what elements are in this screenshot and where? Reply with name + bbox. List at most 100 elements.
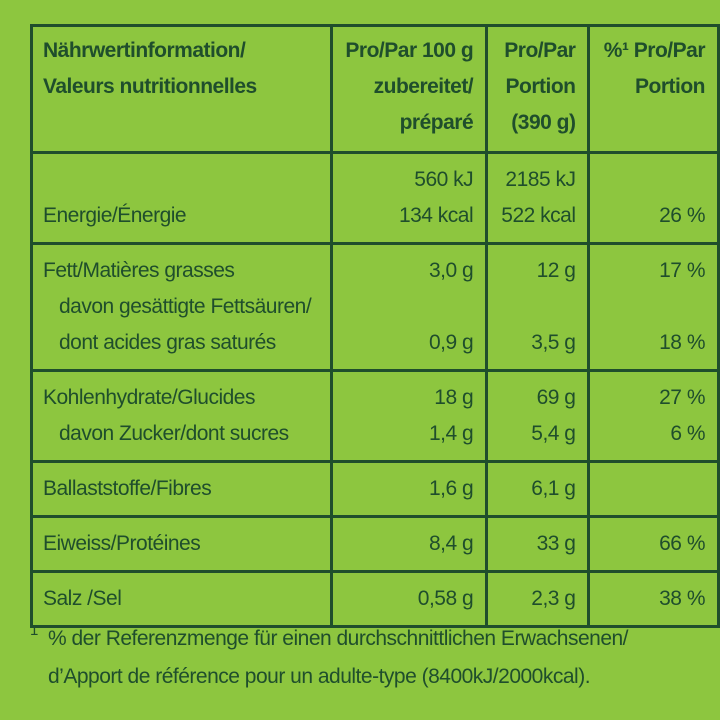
cell-line: Nährwertinformation/ xyxy=(43,39,246,62)
cell-line: zubereitet/ xyxy=(373,75,474,98)
table-row: Eiweiss/Protéines 8,4 g 33 g 66 % xyxy=(29,516,719,572)
value-cell: 6 % xyxy=(587,416,719,462)
footnote-line: d’Apport de référence pour un adulte-typ… xyxy=(48,665,591,688)
cell-line: 134 kcal xyxy=(398,204,474,227)
cell-line: 5,4 g xyxy=(531,422,576,445)
value-cell: 26 % xyxy=(587,152,719,244)
value-cell: 5,4 g xyxy=(485,416,589,462)
header-cell: Pro/Par Portion (390 g) xyxy=(485,25,589,153)
cell-line: 1,4 g xyxy=(428,422,474,445)
cell-line: 2185 kJ xyxy=(505,168,576,191)
cell-line: 522 kcal xyxy=(501,204,576,227)
cell-line: Portion xyxy=(505,75,576,98)
value-cell: 1,6 g xyxy=(330,461,487,517)
cell-line: 18 g xyxy=(434,386,474,409)
label-cell: Energie/Énergie xyxy=(29,152,332,244)
value-cell: 0,58 g xyxy=(330,571,487,627)
table-row: Ballaststoffe/Fibres 1,6 g 6,1 g xyxy=(29,461,719,517)
cell-line: 3,5 g xyxy=(531,331,576,354)
cell-line: 27 % xyxy=(659,386,705,409)
cell-line: 33 g xyxy=(536,532,576,555)
cell-line: Valeurs nutritionnelles xyxy=(43,75,257,98)
value-cell xyxy=(587,461,719,517)
value-cell: 66 % xyxy=(587,516,719,572)
value-cell: 2185 kJ 522 kcal xyxy=(485,152,589,244)
cell-line: 66 % xyxy=(659,532,705,555)
value-cell: 18 g xyxy=(330,370,487,416)
cell-line: Ballaststoffe/Fibres xyxy=(43,477,212,500)
table-row: Energie/Énergie 560 kJ 134 kcal 2185 kJ 522 … xyxy=(29,152,719,244)
label-cell: Fett/Matières grasses xyxy=(29,243,332,289)
cell-line: 6 % xyxy=(670,422,705,445)
table-row: Kohlenhydrate/Glucides 18 g 69 g 27 % xyxy=(29,370,719,416)
cell-line: Energie/Énergie xyxy=(43,204,187,227)
cell-line: Pro/Par 100 g xyxy=(345,39,474,62)
header-row: Nährwertinformation/Valeurs nutritionnel… xyxy=(29,25,719,153)
cell-line: Fett/Matières grasses xyxy=(43,259,235,282)
cell-line: Salz /Sel xyxy=(43,587,122,610)
value-cell: 69 g xyxy=(485,370,589,416)
value-cell: 17 % xyxy=(587,243,719,289)
value-cell: 33 g xyxy=(485,516,589,572)
cell-line: 6,1 g xyxy=(531,477,576,500)
cell-line: Portion xyxy=(635,75,705,98)
cell-line: 17 % xyxy=(659,259,705,282)
cell-line: 8,4 g xyxy=(428,532,474,555)
value-cell: 560 kJ 134 kcal xyxy=(330,152,487,244)
label-cell: Ballaststoffe/Fibres xyxy=(29,461,332,517)
label-cell: davon Zucker/dont sucres xyxy=(29,416,332,462)
footnote: 1 % der Referenzmenge für einen durchschn… xyxy=(30,620,629,696)
row-group: Ballaststoffe/Fibres 1,6 g 6,1 g xyxy=(29,461,719,517)
row-group: Eiweiss/Protéines 8,4 g 33 g 66 % xyxy=(29,516,719,572)
label-cell: Salz /Sel xyxy=(29,571,332,627)
cell-line: 2,3 g xyxy=(531,587,576,610)
cell-line: 26 % xyxy=(659,204,705,227)
row-group: Fett/Matières grasses 3,0 g 12 g 17 % davon … xyxy=(29,243,719,371)
value-cell: 3,5 g xyxy=(485,289,589,371)
cell-line: 1,6 g xyxy=(428,477,474,500)
cell-line: %¹ Pro/Par xyxy=(603,39,706,62)
value-cell: 2,3 g xyxy=(485,571,589,627)
label-cell: davon gesättigte Fettsäuren/dont acides … xyxy=(29,289,332,371)
label-cell: Eiweiss/Protéines xyxy=(29,516,332,572)
table-row: Salz /Sel 0,58 g 2,3 g 38 % xyxy=(29,571,719,627)
cell-line: 0,58 g xyxy=(417,587,474,610)
cell-line: 18 % xyxy=(659,331,705,354)
value-cell: 38 % xyxy=(587,571,719,627)
cell-line: 69 g xyxy=(536,386,576,409)
value-cell: 12 g xyxy=(485,243,589,289)
header-cell: Nährwertinformation/Valeurs nutritionnel… xyxy=(29,25,332,153)
header-cell: %¹ Pro/Par Portion xyxy=(587,25,719,153)
cell-line: (390 g) xyxy=(511,111,576,134)
row-group: Salz /Sel 0,58 g 2,3 g 38 % xyxy=(29,571,719,627)
cell-line: dont acides gras saturés xyxy=(59,331,276,354)
value-cell: 1,4 g xyxy=(330,416,487,462)
table-row: davon Zucker/dont sucres 1,4 g 5,4 g 6 % xyxy=(29,416,719,462)
cell-line: Pro/Par xyxy=(504,39,576,62)
header-cell: Pro/Par 100 g zubereitet/préparé xyxy=(330,25,487,153)
value-cell: 18 % xyxy=(587,289,719,371)
value-cell: 27 % xyxy=(587,370,719,416)
cell-line: 38 % xyxy=(659,587,705,610)
footnote-line: % der Referenzmenge für einen durchschni… xyxy=(48,627,629,650)
cell-line: 12 g xyxy=(536,259,576,282)
cell-line: 0,9 g xyxy=(428,331,474,354)
nutrition-table: Nährwertinformation/Valeurs nutritionnel… xyxy=(29,24,720,628)
table-row: davon gesättigte Fettsäuren/dont acides … xyxy=(29,289,719,371)
table-row: Fett/Matières grasses 3,0 g 12 g 17 % xyxy=(29,243,719,289)
value-cell: 8,4 g xyxy=(330,516,487,572)
cell-line: 560 kJ xyxy=(414,168,474,191)
value-cell: 3,0 g xyxy=(330,243,487,289)
cell-line: davon gesättigte Fettsäuren/ xyxy=(59,295,312,318)
value-cell: 0,9 g xyxy=(330,289,487,371)
footnote-mark: 1 xyxy=(30,622,38,639)
value-cell: 6,1 g xyxy=(485,461,589,517)
label-cell: Kohlenhydrate/Glucides xyxy=(29,370,332,416)
cell-line: Kohlenhydrate/Glucides xyxy=(43,386,255,409)
cell-line: 3,0 g xyxy=(428,259,474,282)
cell-line: Eiweiss/Protéines xyxy=(43,532,201,555)
cell-line: préparé xyxy=(399,111,474,134)
cell-line: davon Zucker/dont sucres xyxy=(59,422,289,445)
row-group: Kohlenhydrate/Glucides 18 g 69 g 27 % davon … xyxy=(29,370,719,462)
